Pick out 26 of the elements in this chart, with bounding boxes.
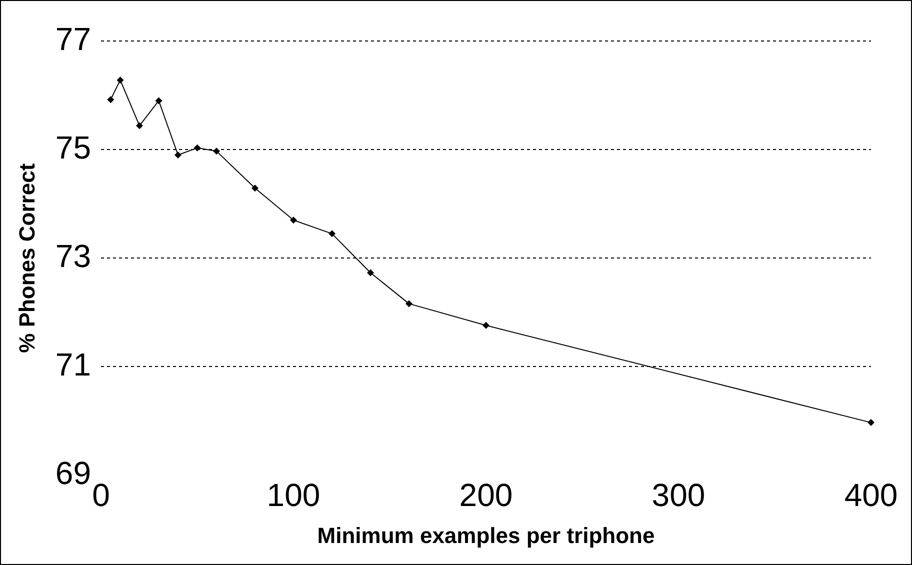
point <box>107 96 114 104</box>
x-tick-label: 300 <box>652 477 706 514</box>
point <box>116 76 124 84</box>
point <box>290 216 297 224</box>
x-tick-label: 0 <box>92 477 110 514</box>
y-tick-label: 73 <box>55 238 91 274</box>
y-tick-label: 69 <box>55 455 91 492</box>
point <box>328 230 336 238</box>
y-tick-label: 71 <box>55 346 91 382</box>
point <box>482 322 490 329</box>
point <box>174 151 182 158</box>
point <box>405 300 412 308</box>
x-tick-label: 200 <box>459 477 513 514</box>
x-tick-label: 100 <box>266 477 320 514</box>
y-axis-title: % Phones Correct <box>14 162 40 353</box>
y-tick-label: 75 <box>55 129 91 166</box>
point <box>194 144 201 152</box>
point <box>868 419 874 426</box>
y-tick-label: 77 <box>55 20 91 57</box>
point <box>155 97 162 104</box>
point <box>212 148 220 155</box>
x-axis-title: Minimum examples per triphone <box>317 522 655 548</box>
point <box>136 122 143 130</box>
point <box>366 269 374 276</box>
point <box>251 184 258 192</box>
x-tick-label: 400 <box>844 477 898 514</box>
